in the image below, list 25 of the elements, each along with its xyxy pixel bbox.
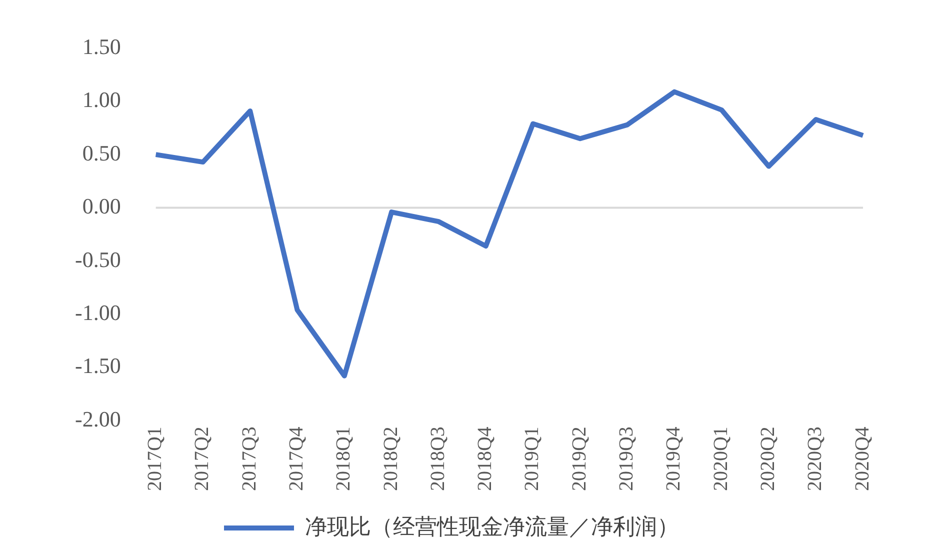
- x-tick-label: 2019Q1: [521, 426, 544, 492]
- x-tick-label: 2020Q3: [804, 426, 826, 492]
- y-tick-label: -0.50: [75, 246, 121, 272]
- x-tick-label: 2017Q1: [144, 426, 166, 492]
- y-tick-label: 1.50: [82, 34, 121, 59]
- y-tick-label: 0.00: [82, 194, 121, 219]
- legend-label: 净现比（经营性现金净流量／净利润）: [305, 514, 679, 539]
- x-tick-label: 2017Q3: [238, 426, 260, 492]
- x-tick-label: 2018Q4: [474, 426, 496, 492]
- x-tick-label: 2018Q2: [380, 426, 402, 492]
- x-tick-label: 2020Q4: [851, 426, 874, 492]
- x-tick-label: 2019Q3: [616, 426, 638, 492]
- x-tick-label: 2018Q1: [332, 426, 355, 492]
- x-tick-label: 2020Q2: [756, 426, 779, 492]
- y-tick-label: -1.00: [75, 300, 121, 325]
- x-tick-label: 2017Q4: [286, 426, 308, 492]
- x-tick-label: 2017Q2: [191, 426, 214, 492]
- x-tick-label: 2019Q4: [662, 426, 685, 492]
- y-tick-label: 0.50: [82, 140, 121, 166]
- x-tick-label: 2018Q3: [426, 426, 449, 492]
- y-tick-label: -1.50: [75, 353, 121, 378]
- y-tick-label: -2.00: [75, 406, 121, 432]
- x-tick-label: 2020Q1: [710, 426, 732, 492]
- x-tick-label: 2019Q2: [568, 426, 590, 492]
- y-tick-label: 1.00: [82, 87, 121, 112]
